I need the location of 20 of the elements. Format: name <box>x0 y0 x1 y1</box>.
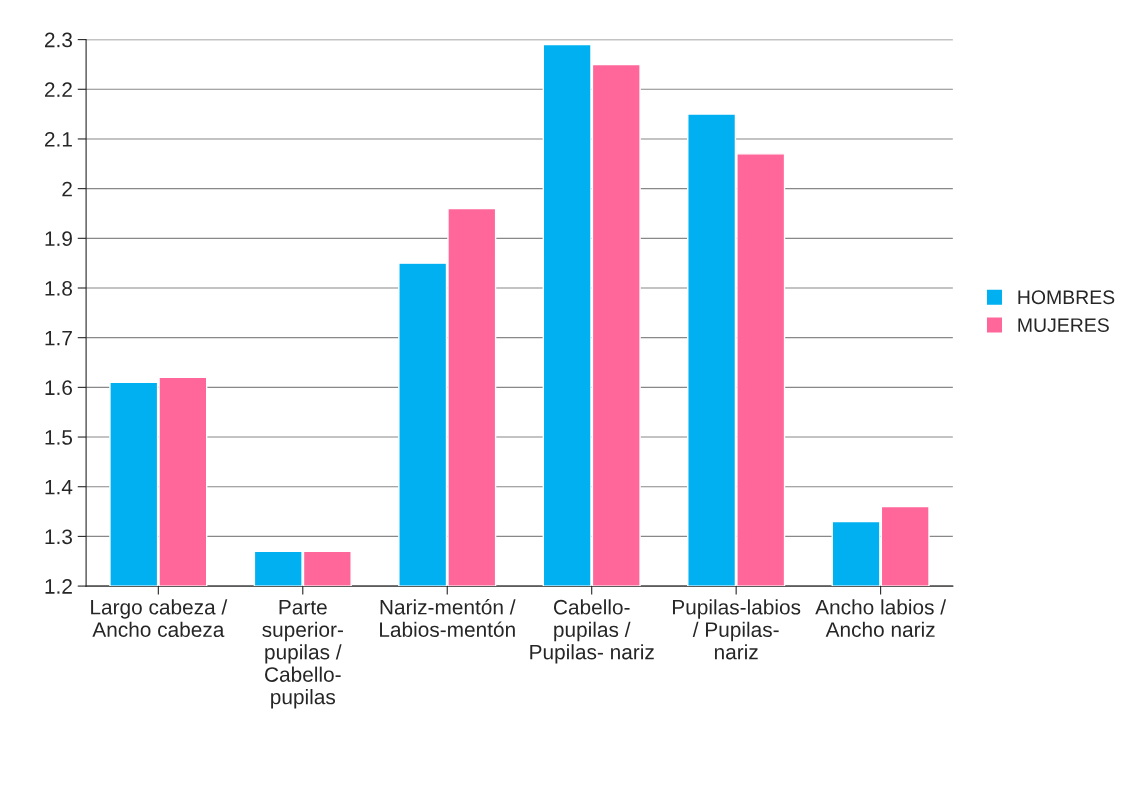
y-tick-label: 2.3 <box>45 32 72 48</box>
x-tick-label: Ancho labios / Ancho nariz <box>815 599 947 638</box>
y-tick-label: 2.2 <box>45 82 72 97</box>
y-tick-label: 1.5 <box>45 430 73 445</box>
y-tick-label: 1.7 <box>45 330 72 346</box>
x-tick-label: Parte superior-pupilas / Cabello-pupilas <box>262 600 343 709</box>
y-tick-label: 1.6 <box>45 380 72 396</box>
legend-label: MUJERES <box>1018 318 1109 332</box>
y-tick-label: 2 <box>62 181 72 197</box>
y-tick-label: 1.4 <box>45 479 73 495</box>
y-tick-label: 2.1 <box>45 131 72 147</box>
x-tick-label: Nariz-mentón / Labios-mentón <box>380 599 516 638</box>
y-tick-label: 1.9 <box>45 231 72 247</box>
y-tick-label: 1.8 <box>45 281 72 296</box>
y-tick-label: 1.2 <box>45 579 72 594</box>
x-tick-label: Cabello-pupilas / Pupilas- nariz <box>530 599 654 664</box>
legend-label: HOMBRES <box>1018 290 1115 305</box>
y-tick-label: 1.3 <box>45 529 72 545</box>
x-tick-label: Pupilas-labios / Pupilas- nariz <box>673 599 801 660</box>
x-tick-label: Largo cabeza / Ancho cabeza <box>91 599 228 638</box>
